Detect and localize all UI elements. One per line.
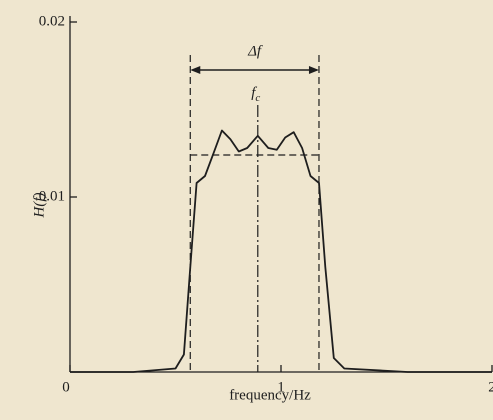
x-tick-label: 0 xyxy=(62,379,70,395)
frequency-response-line xyxy=(70,129,492,373)
y-tick-label: 0.01 xyxy=(39,188,65,204)
x-tick-label: 2 xyxy=(488,379,493,395)
y-axis-label: H(f) xyxy=(31,193,47,219)
center-frequency-label: fc xyxy=(251,85,260,103)
x-tick-label: 1 xyxy=(277,379,285,395)
x-axis-label: frequency/Hz xyxy=(229,387,311,403)
arrow-head xyxy=(190,66,201,74)
bandwidth-label: Δf xyxy=(247,43,263,59)
arrow-head xyxy=(308,66,319,74)
label-sub: c xyxy=(255,92,260,104)
label-main: f xyxy=(251,85,257,101)
y-tick-label: 0.02 xyxy=(39,13,65,29)
